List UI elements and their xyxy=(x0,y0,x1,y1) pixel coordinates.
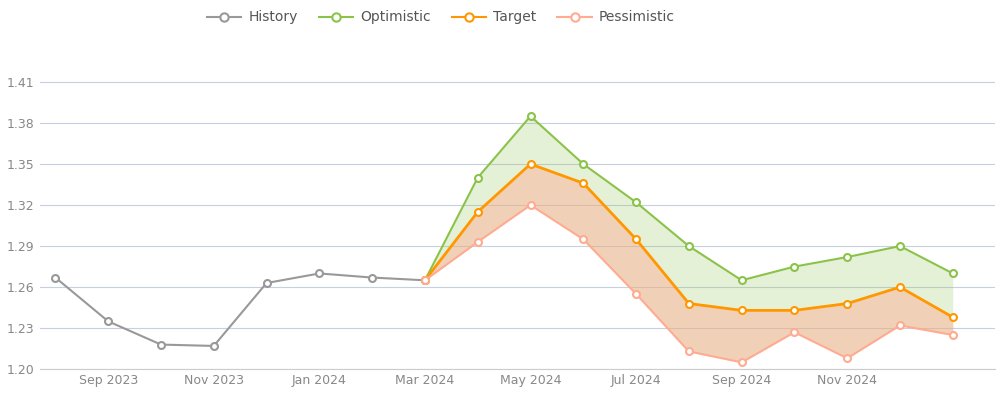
Legend: History, Optimistic, Target, Pessimistic: History, Optimistic, Target, Pessimistic xyxy=(201,5,680,30)
